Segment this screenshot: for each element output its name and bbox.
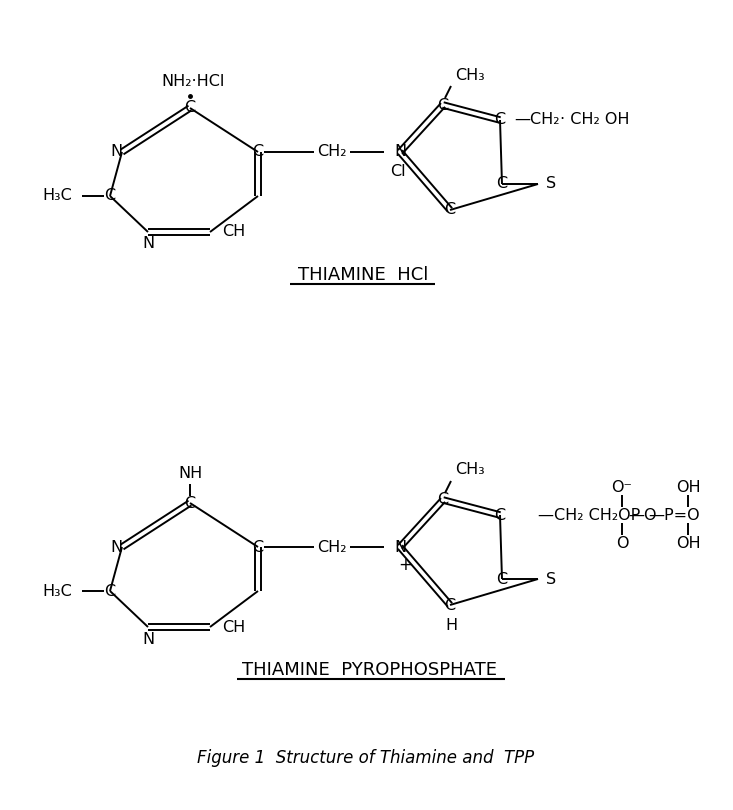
Text: Cl: Cl bbox=[390, 164, 406, 180]
Text: C: C bbox=[185, 100, 196, 116]
Text: THIAMINE  PYROPHOSPHATE: THIAMINE PYROPHOSPHATE bbox=[243, 661, 498, 679]
Text: N: N bbox=[110, 144, 122, 160]
Text: N: N bbox=[394, 144, 406, 160]
Text: OH: OH bbox=[676, 480, 700, 494]
Text: —CH₂: —CH₂ bbox=[514, 113, 559, 127]
Text: C: C bbox=[438, 492, 449, 508]
Text: CH₃: CH₃ bbox=[455, 463, 485, 478]
Text: · CH₂ OH: · CH₂ OH bbox=[560, 113, 630, 127]
Text: CH: CH bbox=[222, 224, 246, 240]
Text: C: C bbox=[252, 539, 264, 555]
Text: C: C bbox=[185, 496, 196, 510]
Text: C: C bbox=[495, 508, 506, 522]
Text: N: N bbox=[394, 539, 406, 555]
Text: C: C bbox=[495, 113, 506, 127]
Text: —CH₂ CH₂OP: —CH₂ CH₂OP bbox=[538, 508, 640, 522]
Text: S: S bbox=[546, 572, 556, 586]
Text: N: N bbox=[142, 237, 154, 251]
Text: N: N bbox=[110, 539, 122, 555]
Text: —P=O: —P=O bbox=[648, 508, 699, 522]
Text: O⁻: O⁻ bbox=[611, 480, 633, 494]
Text: CH: CH bbox=[222, 620, 246, 634]
Text: +: + bbox=[398, 556, 412, 574]
Text: NH₂·HCl: NH₂·HCl bbox=[161, 74, 225, 88]
Text: S: S bbox=[546, 177, 556, 191]
Text: Figure 1  Structure of Thiamine and  TPP: Figure 1 Structure of Thiamine and TPP bbox=[197, 749, 534, 767]
Text: CH₂: CH₂ bbox=[317, 144, 347, 160]
Text: C: C bbox=[438, 97, 449, 113]
Text: H₃C: H₃C bbox=[43, 583, 72, 599]
Text: C: C bbox=[104, 583, 116, 599]
Text: C: C bbox=[252, 144, 264, 160]
Text: C: C bbox=[104, 189, 116, 203]
Text: C: C bbox=[496, 177, 507, 191]
Text: THIAMINE  HCl: THIAMINE HCl bbox=[298, 266, 428, 284]
Text: —O: —O bbox=[628, 508, 657, 522]
Text: O: O bbox=[616, 535, 628, 551]
Text: C: C bbox=[496, 572, 507, 586]
Text: H: H bbox=[445, 617, 457, 633]
Text: OH: OH bbox=[676, 535, 700, 551]
Text: N: N bbox=[142, 632, 154, 646]
Text: CH₂: CH₂ bbox=[317, 539, 347, 555]
Text: C: C bbox=[444, 598, 456, 612]
Text: C: C bbox=[444, 202, 456, 218]
Text: CH₃: CH₃ bbox=[455, 67, 485, 83]
Text: NH: NH bbox=[178, 466, 202, 480]
Text: H₃C: H₃C bbox=[43, 189, 72, 203]
